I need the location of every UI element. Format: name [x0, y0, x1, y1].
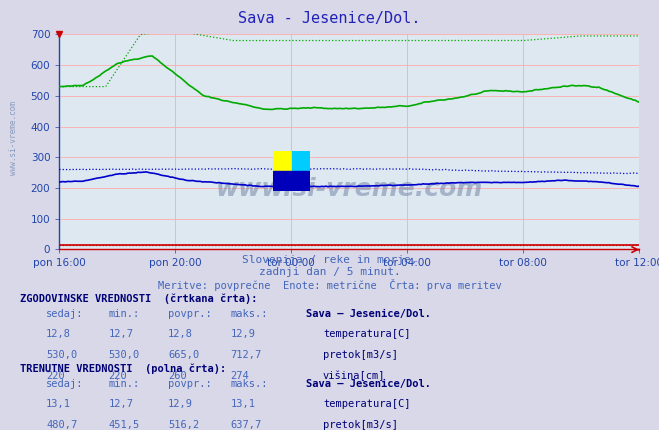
Text: 274: 274 [231, 371, 249, 381]
Text: 13,1: 13,1 [46, 399, 71, 409]
Text: 12,9: 12,9 [168, 399, 193, 409]
Text: 12,8: 12,8 [46, 329, 71, 339]
Text: 12,7: 12,7 [109, 399, 134, 409]
Text: 12,8: 12,8 [168, 329, 193, 339]
Text: sedaj:: sedaj: [46, 309, 84, 319]
Text: 516,2: 516,2 [168, 420, 199, 430]
Text: 12,9: 12,9 [231, 329, 256, 339]
Text: povpr.:: povpr.: [168, 309, 212, 319]
Text: sedaj:: sedaj: [46, 379, 84, 389]
Text: zadnji dan / 5 minut.: zadnji dan / 5 minut. [258, 267, 401, 276]
Text: 637,7: 637,7 [231, 420, 262, 430]
Text: višina[cm]: višina[cm] [323, 371, 386, 381]
Text: 12,7: 12,7 [109, 329, 134, 339]
Text: ZGODOVINSKE VREDNOSTI  (črtkana črta):: ZGODOVINSKE VREDNOSTI (črtkana črta): [20, 293, 257, 304]
Text: 712,7: 712,7 [231, 350, 262, 360]
Text: Slovenija / reke in morje.: Slovenija / reke in morje. [242, 255, 417, 264]
Text: Sava – Jesenice/Dol.: Sava – Jesenice/Dol. [306, 309, 432, 319]
Text: 530,0: 530,0 [109, 350, 140, 360]
Text: 480,7: 480,7 [46, 420, 77, 430]
Text: 220: 220 [109, 371, 127, 381]
Bar [291, 150, 310, 171]
Text: maks.:: maks.: [231, 309, 268, 319]
Text: 530,0: 530,0 [46, 350, 77, 360]
Text: povpr.:: povpr.: [168, 379, 212, 389]
Text: 260: 260 [168, 371, 186, 381]
Text: 13,1: 13,1 [231, 399, 256, 409]
Text: www.si-vreme.com: www.si-vreme.com [215, 177, 483, 201]
Text: Sava - Jesenice/Dol.: Sava - Jesenice/Dol. [239, 11, 420, 26]
Text: Meritve: povprečne  Enote: metrične  Črta: prva meritev: Meritve: povprečne Enote: metrične Črta:… [158, 279, 501, 291]
Text: 665,0: 665,0 [168, 350, 199, 360]
Text: maks.:: maks.: [231, 379, 268, 389]
Text: 451,5: 451,5 [109, 420, 140, 430]
Text: pretok[m3/s]: pretok[m3/s] [323, 350, 398, 360]
Text: temperatura[C]: temperatura[C] [323, 399, 411, 409]
Bar [273, 171, 310, 191]
Text: min.:: min.: [109, 379, 140, 389]
Text: www.si-vreme.com: www.si-vreme.com [9, 101, 18, 175]
Text: Sava – Jesenice/Dol.: Sava – Jesenice/Dol. [306, 379, 432, 389]
Bar [273, 150, 291, 171]
Text: min.:: min.: [109, 309, 140, 319]
Text: temperatura[C]: temperatura[C] [323, 329, 411, 339]
Text: 220: 220 [46, 371, 65, 381]
Text: TRENUTNE VREDNOSTI  (polna črta):: TRENUTNE VREDNOSTI (polna črta): [20, 363, 226, 374]
Text: pretok[m3/s]: pretok[m3/s] [323, 420, 398, 430]
